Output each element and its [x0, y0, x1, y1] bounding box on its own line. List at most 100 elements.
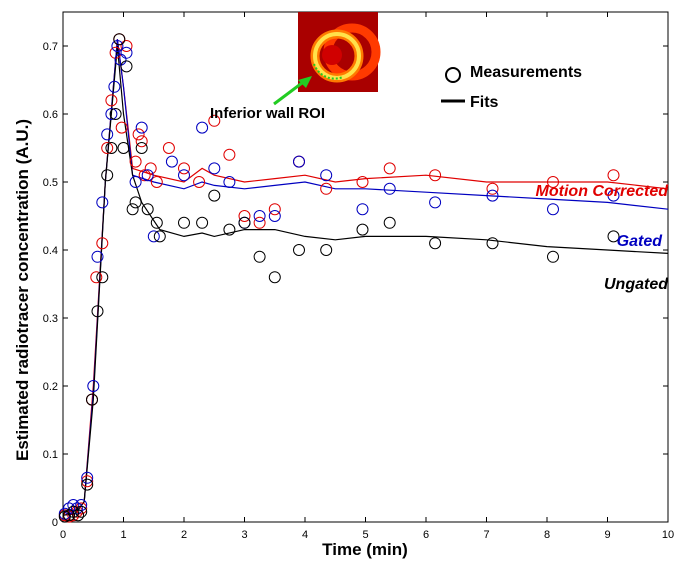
y-tick-label: 0.7: [43, 41, 58, 53]
measurement-point-ungated: [208, 189, 221, 202]
measurement-point-ungated: [178, 216, 190, 229]
measurement-point-motion-corrected: [115, 121, 128, 134]
y-axis-label: Estimated radiotracer concentration (A.U…: [13, 119, 32, 461]
measurement-point-gated: [429, 196, 442, 209]
measurement-point-motion-corrected: [208, 114, 221, 127]
measurement-point-motion-corrected: [356, 176, 369, 188]
x-tick-label: 0: [60, 529, 66, 541]
measurement-point-gated: [196, 121, 209, 134]
measurement-point-ungated: [126, 203, 139, 216]
x-tick-label: 6: [423, 529, 429, 541]
measurement-point-ungated: [135, 142, 148, 154]
measurement-point-ungated: [607, 230, 620, 243]
y-tick-label: 0.6: [43, 109, 58, 121]
legend: Measurements Fits: [441, 64, 582, 111]
measurement-point-gated: [91, 250, 104, 263]
y-tick-label: 0.3: [43, 313, 58, 325]
measurement-point-motion-corrected: [129, 155, 142, 168]
measurement-point-motion-corrected: [178, 162, 190, 175]
measurement-point-motion-corrected: [253, 216, 266, 229]
measurement-point-ungated: [268, 271, 281, 284]
measurement-point-gated: [268, 210, 281, 222]
measurement-point-gated: [253, 210, 266, 222]
measurement-point-gated: [63, 502, 75, 515]
measurement-point-gated: [383, 182, 396, 195]
measurement-point-gated: [547, 203, 559, 216]
measurement-point-gated: [147, 230, 160, 243]
measurement-point-motion-corrected: [96, 237, 109, 250]
measurement-point-motion-corrected: [193, 176, 206, 188]
measurement-point-motion-corrected: [268, 203, 281, 216]
legend-label-measurements: Measurements: [470, 64, 582, 81]
y-tick-label: 0.4: [43, 245, 58, 257]
measurement-point-gated: [111, 40, 124, 52]
measurement-point-gated: [141, 169, 154, 182]
measurement-point-ungated: [141, 203, 154, 216]
x-tick-label: 4: [302, 529, 308, 541]
measurement-point-motion-corrected: [144, 162, 157, 175]
x-tick-label: 9: [604, 529, 610, 541]
measurement-markers: [58, 33, 620, 523]
x-tick-label: 5: [362, 529, 368, 541]
measurement-point-motion-corrected: [135, 135, 148, 148]
x-tick-label: 8: [544, 529, 550, 541]
measurement-point-motion-corrected: [162, 142, 175, 154]
measurement-point-gated: [87, 380, 100, 392]
measurement-point-motion-corrected: [383, 162, 396, 175]
measurement-point-ungated: [253, 250, 266, 263]
x-tick-label: 2: [181, 529, 187, 541]
roi-annotation: Inferior wall ROI: [210, 105, 325, 122]
measurement-point-ungated: [113, 33, 126, 46]
measurement-point-gated: [96, 196, 109, 209]
measurement-point-motion-corrected: [547, 176, 559, 188]
measurement-point-motion-corrected: [150, 176, 163, 188]
legend-label-fits: Fits: [470, 94, 499, 111]
measurement-point-motion-corrected: [132, 128, 145, 141]
measurement-point-ungated: [75, 505, 88, 518]
legend-marker-circle: [445, 67, 461, 83]
measurement-point-gated: [223, 176, 236, 188]
measurement-point-ungated: [109, 108, 122, 120]
measurement-point-gated: [81, 471, 94, 484]
y-tick-label: 0.2: [43, 381, 58, 393]
measurement-point-gated: [108, 80, 121, 93]
measurement-point-gated: [607, 189, 620, 202]
measurement-point-gated: [114, 53, 127, 66]
measurement-point-gated: [356, 203, 369, 216]
measurement-point-motion-corrected: [81, 475, 94, 488]
measurement-point-ungated: [86, 393, 98, 406]
measurement-point-motion-corrected: [67, 509, 80, 522]
measurement-point-motion-corrected: [223, 148, 236, 161]
measurement-point-ungated: [486, 237, 499, 250]
measurement-point-gated: [105, 108, 118, 120]
measurement-point-motion-corrected: [138, 169, 151, 182]
measurement-point-motion-corrected: [120, 40, 133, 52]
measurement-point-motion-corrected: [75, 502, 88, 515]
x-tick-label: 1: [120, 529, 126, 541]
measurement-point-ungated: [81, 478, 94, 491]
measurement-point-motion-corrected: [101, 142, 114, 154]
measurement-point-gated: [135, 121, 148, 134]
fit-line-gated: [62, 39, 669, 516]
measurement-point-gated: [165, 155, 178, 168]
series-label-gated: Gated: [617, 233, 664, 250]
x-tick-label: 10: [662, 529, 674, 541]
measurement-point-motion-corrected: [607, 169, 620, 182]
measurement-point-ungated: [153, 230, 166, 243]
measurement-point-ungated: [105, 142, 118, 154]
measurement-point-motion-corrected: [238, 210, 251, 222]
measurement-point-ungated: [238, 216, 251, 229]
measurement-point-motion-corrected: [320, 182, 333, 195]
measurement-point-ungated: [223, 223, 236, 236]
measurement-point-ungated: [547, 250, 559, 263]
measurement-point-ungated: [383, 216, 396, 229]
measurement-point-ungated: [150, 216, 163, 229]
measurement-point-motion-corrected: [90, 271, 103, 284]
measurement-point-motion-corrected: [105, 94, 118, 107]
measurement-point-ungated: [356, 223, 369, 236]
measurement-point-ungated: [196, 216, 209, 229]
measurement-point-gated: [320, 169, 333, 182]
fit-lines: [62, 39, 669, 516]
measurement-point-ungated: [101, 169, 114, 182]
